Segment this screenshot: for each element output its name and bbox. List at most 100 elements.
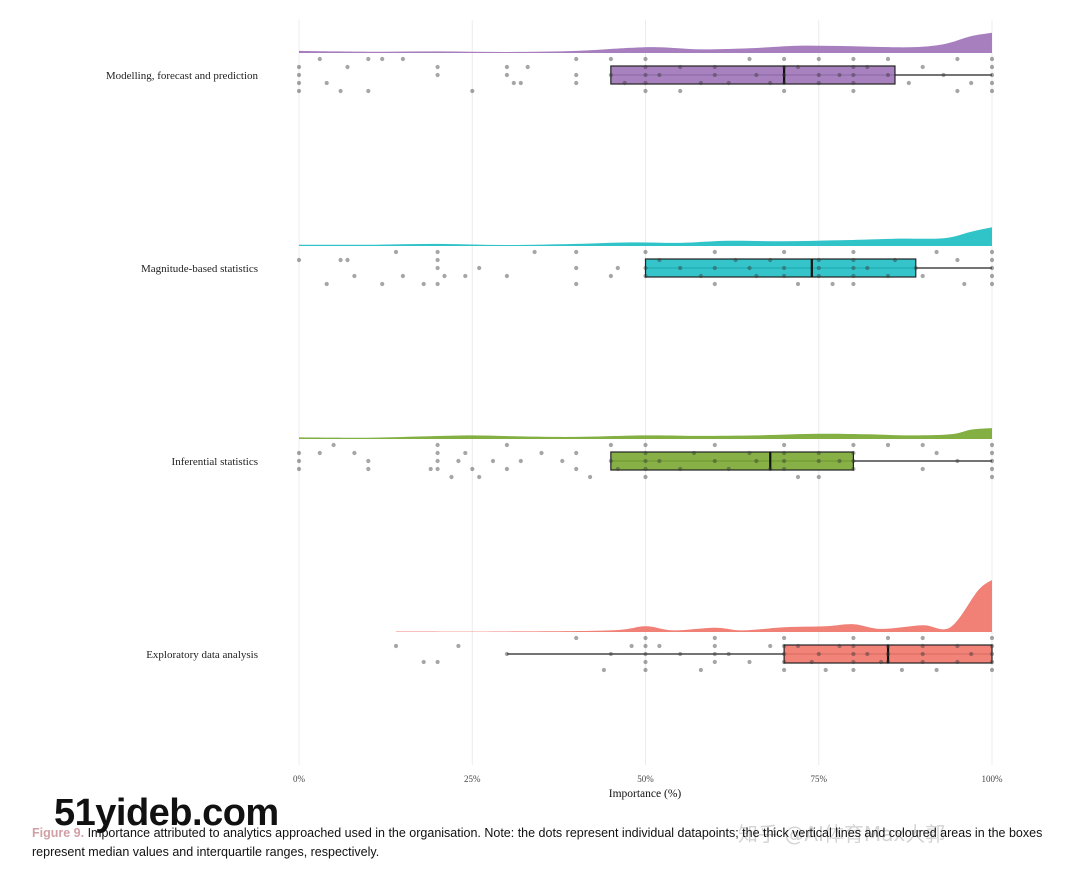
data-point: [643, 635, 648, 641]
data-point: [989, 56, 995, 62]
data-point: [989, 458, 995, 464]
data-point: [955, 458, 960, 464]
x-tick-label: 100%: [982, 774, 1004, 784]
data-point: [851, 651, 856, 657]
data-point: [851, 72, 856, 78]
data-point: [920, 651, 925, 657]
category-label: Modelling, forecast and prediction: [106, 70, 259, 82]
data-point: [913, 265, 918, 271]
data-point: [643, 458, 648, 464]
data-point: [782, 249, 787, 255]
data-point: [338, 257, 343, 263]
data-point: [726, 466, 731, 472]
data-point: [657, 257, 662, 263]
data-point: [837, 72, 842, 78]
data-point: [851, 265, 856, 271]
data-point: [865, 651, 870, 657]
data-point: [989, 88, 995, 94]
data-point: [504, 466, 509, 472]
data-point: [608, 651, 614, 657]
x-axis-title: Importance (%): [609, 788, 682, 800]
data-point: [712, 635, 717, 641]
data-point: [851, 442, 856, 448]
data-point: [345, 257, 350, 263]
data-point: [782, 64, 787, 70]
data-point: [643, 56, 648, 62]
data-point: [574, 265, 579, 271]
data-point: [782, 659, 787, 665]
data-point: [816, 265, 821, 271]
data-point: [768, 466, 773, 472]
caption-text: Importance attributed to analytics appro…: [32, 826, 1043, 859]
density-area: [299, 32, 992, 53]
data-point: [678, 64, 683, 70]
data-point: [795, 281, 801, 287]
data-point: [428, 466, 433, 472]
data-point: [400, 273, 405, 279]
data-point: [435, 659, 440, 665]
data-point: [892, 257, 898, 263]
data-point: [691, 450, 697, 456]
data-point: [920, 442, 925, 448]
data-point: [504, 64, 509, 70]
data-point: [989, 249, 995, 255]
data-point: [969, 80, 974, 86]
data-point: [920, 466, 925, 472]
data-point: [712, 249, 717, 255]
data-point: [816, 458, 821, 464]
category-label: Magnitude-based statistics: [141, 263, 258, 275]
data-point: [816, 257, 821, 263]
data-point: [574, 72, 579, 78]
data-point: [816, 651, 821, 657]
data-point: [712, 72, 717, 78]
data-point: [456, 643, 461, 649]
data-point: [941, 72, 946, 78]
data-point: [296, 458, 302, 464]
data-point: [421, 659, 426, 665]
data-point: [435, 281, 440, 287]
data-point: [574, 281, 579, 287]
data-point: [920, 635, 925, 641]
series-2: Inferential statistics: [172, 428, 995, 480]
data-point: [678, 265, 683, 271]
data-point: [989, 651, 995, 657]
data-point: [296, 72, 302, 78]
data-point: [885, 442, 891, 448]
data-point: [934, 249, 939, 255]
data-point: [989, 265, 995, 271]
data-point: [435, 257, 440, 263]
data-point: [885, 659, 891, 665]
data-point: [851, 667, 856, 673]
data-point: [851, 466, 856, 472]
data-point: [435, 249, 440, 255]
data-point: [955, 659, 960, 665]
gridlines: [298, 20, 993, 765]
data-point: [747, 659, 752, 665]
data-point: [851, 450, 856, 456]
data-point: [782, 72, 787, 78]
data-point: [366, 56, 371, 62]
data-point: [851, 56, 856, 62]
data-point: [712, 281, 717, 287]
data-point: [906, 80, 911, 86]
data-point: [795, 643, 801, 649]
data-point: [989, 257, 995, 263]
data-point: [643, 72, 648, 78]
data-point: [574, 249, 579, 255]
data-point: [643, 80, 648, 86]
data-point: [539, 450, 544, 456]
data-point: [782, 88, 787, 94]
data-point: [989, 474, 995, 480]
data-point: [296, 450, 302, 456]
data-point: [955, 643, 960, 649]
data-point: [782, 56, 787, 62]
data-point: [795, 474, 801, 480]
data-point: [504, 651, 509, 657]
data-point: [816, 273, 821, 279]
figure-caption: Figure 9. Importance attributed to analy…: [32, 824, 1072, 862]
data-point: [879, 659, 884, 665]
figure-label: Figure 9.: [32, 826, 85, 840]
data-point: [782, 442, 787, 448]
data-point: [698, 667, 704, 673]
data-point: [643, 474, 648, 480]
